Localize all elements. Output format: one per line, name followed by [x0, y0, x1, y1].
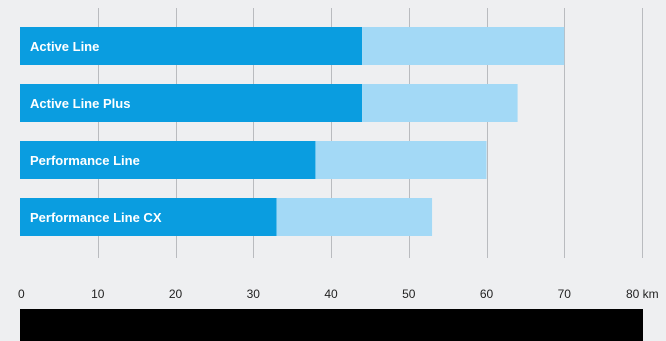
x-tick-label: 30	[247, 287, 261, 301]
bar-category-label: Performance Line CX	[30, 210, 162, 225]
bar-segment-secondary	[315, 141, 487, 179]
bar-segment-primary	[20, 141, 316, 179]
bar-segment-secondary	[362, 84, 518, 122]
bar-segment-primary	[20, 27, 363, 65]
x-axis-tick-labels: 0 10 20 30 40 50 60 70 80 km	[18, 287, 659, 301]
bar-segment-secondary	[362, 27, 565, 65]
bar-segment-primary	[20, 84, 363, 122]
bar-category-label: Active Line	[30, 39, 99, 54]
x-tick-label: 10	[91, 287, 105, 301]
x-tick-label: 20	[169, 287, 183, 301]
bar-labels: Active Line Active Line Plus Performance L…	[30, 39, 162, 225]
bar-category-label: Active Line Plus	[30, 96, 130, 111]
bar-segment-secondary	[276, 198, 433, 236]
bars	[20, 27, 565, 236]
bar-category-label: Performance Line	[30, 153, 140, 168]
x-tick-label: 80 km	[626, 287, 659, 301]
bottom-black-strip	[20, 309, 643, 341]
x-tick-label: 60	[480, 287, 494, 301]
x-tick-label: 50	[402, 287, 416, 301]
x-tick-label: 0	[18, 287, 25, 301]
bar-segment-primary	[20, 198, 277, 236]
x-tick-label: 70	[558, 287, 572, 301]
x-tick-label: 40	[324, 287, 338, 301]
